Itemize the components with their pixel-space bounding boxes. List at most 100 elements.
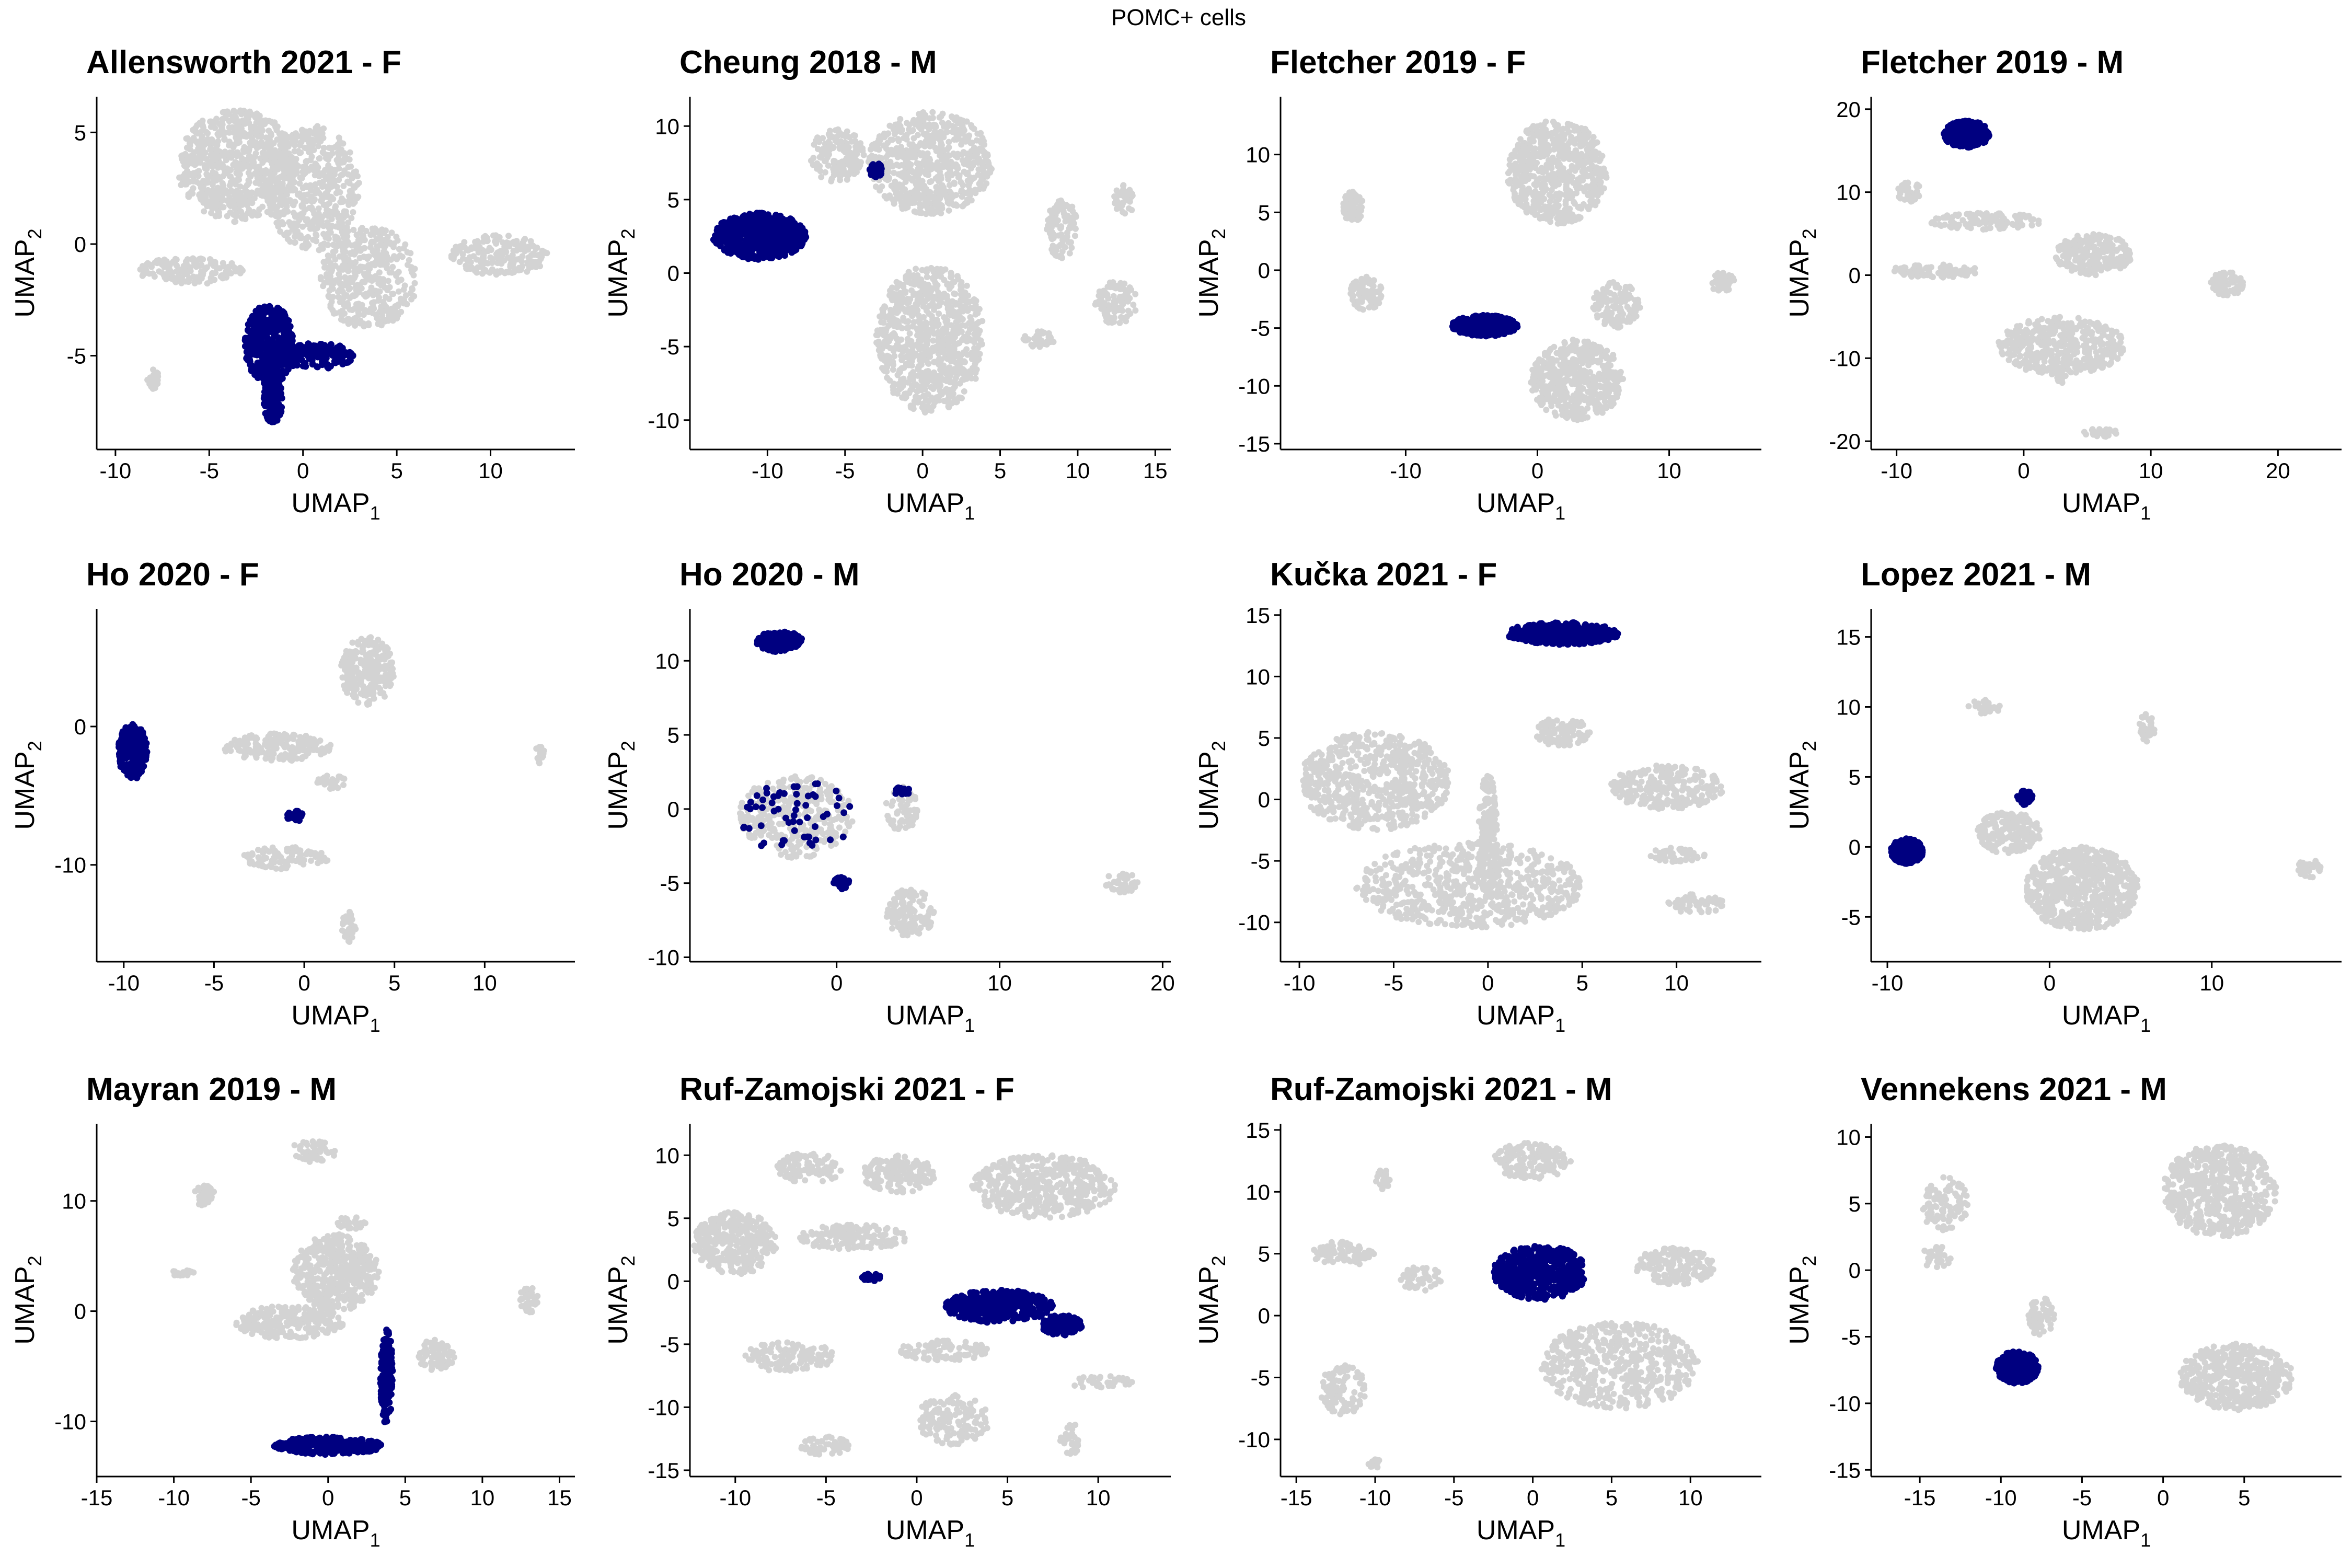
cell-point: [233, 124, 239, 131]
cell-point: [1110, 293, 1117, 299]
cell-point: [987, 169, 994, 176]
cell-point: [1062, 244, 1068, 250]
cell-point: [494, 268, 501, 275]
cell-point: [958, 141, 965, 148]
cell-point: [218, 197, 225, 204]
cell-point: [300, 210, 307, 216]
cell-point: [1119, 297, 1125, 304]
cell-point: [931, 359, 938, 365]
cell-point: [283, 229, 290, 236]
cell-point: [348, 189, 355, 195]
cell-point: [532, 259, 539, 266]
cell-point: [184, 162, 191, 168]
cell-point: [913, 181, 919, 188]
cell-point: [159, 261, 166, 268]
cell-point: [365, 253, 372, 260]
cell-point: [887, 359, 894, 365]
cell-point: [909, 323, 916, 330]
cell-point: [852, 138, 859, 144]
cell-point: [326, 144, 332, 151]
cell-point: [909, 127, 916, 134]
figure-title: POMC+ cells: [1111, 5, 1246, 30]
cell-point: [928, 313, 935, 319]
cell-point: [946, 139, 952, 145]
cell-point: [283, 142, 290, 149]
cell-point: [978, 341, 985, 348]
y-tick-label: 5: [74, 120, 86, 145]
cell-point: [292, 239, 298, 246]
background-cluster: [873, 264, 986, 416]
cell-point: [909, 313, 916, 319]
cell-point: [316, 190, 322, 197]
cell-point: [268, 119, 275, 125]
cell-point: [348, 163, 354, 170]
cell-point: [466, 254, 473, 261]
cell-point: [939, 153, 946, 159]
cell-point: [904, 336, 911, 342]
cell-point: [322, 234, 329, 241]
cell-point: [222, 129, 229, 136]
cell-point: [397, 252, 403, 259]
cell-point: [929, 114, 936, 121]
cell-point: [409, 285, 416, 292]
cell-point: [481, 260, 488, 267]
cell-point: [305, 167, 312, 174]
cell-point: [961, 149, 967, 156]
cell-point: [292, 138, 299, 144]
cell-point: [287, 222, 294, 229]
cell-point: [950, 123, 957, 130]
cell-point: [186, 156, 192, 163]
cell-point: [972, 187, 978, 193]
cell-point: [949, 367, 955, 374]
cell-point: [182, 151, 189, 157]
cell-point: [874, 139, 881, 146]
x-tick-label: -10: [100, 458, 132, 483]
cell-point: [975, 155, 982, 162]
cell-point: [1061, 203, 1068, 210]
cell-point: [935, 322, 941, 329]
cell-point: [887, 310, 894, 317]
y-tick-label: -5: [67, 344, 86, 368]
cell-point: [968, 122, 975, 129]
cell-point: [537, 251, 544, 258]
cell-point: [830, 144, 837, 151]
cell-point: [924, 140, 931, 147]
cell-point: [912, 152, 919, 158]
cell-point: [200, 270, 206, 276]
panel-title: Cheung 2018 - M: [679, 44, 937, 80]
cell-point: [355, 301, 362, 307]
cell-point: [917, 117, 924, 123]
cell-point: [401, 282, 408, 289]
cell-point: [365, 308, 372, 315]
cell-point: [941, 147, 948, 154]
umap-panel: Cheung 2018 - M-10 -5 0 5 10 15-10-50510UMAP1…: [603, 44, 1171, 524]
cell-point: [228, 154, 235, 161]
cell-point: [308, 153, 315, 160]
cell-point: [379, 312, 386, 319]
cell-point: [898, 376, 905, 383]
cell-point: [262, 351, 270, 358]
cell-point: [230, 144, 237, 151]
cell-point: [915, 169, 921, 176]
cell-point: [945, 120, 952, 126]
cell-point: [320, 223, 327, 229]
cell-point: [915, 132, 921, 139]
cell-point: [970, 162, 976, 169]
cell-point: [158, 269, 165, 276]
cell-point: [214, 131, 221, 137]
cell-point: [152, 385, 158, 391]
cell-point: [339, 223, 346, 230]
cell-point: [176, 174, 183, 181]
cell-point: [896, 183, 903, 190]
cell-point: [916, 363, 923, 370]
cell-point: [942, 266, 949, 273]
cell-point: [321, 264, 328, 271]
cell-point: [224, 213, 230, 220]
cell-point: [1071, 213, 1078, 220]
cell-point: [352, 241, 359, 248]
cell-point: [1111, 298, 1117, 305]
background-cluster: [808, 126, 867, 185]
cell-point: [929, 275, 936, 282]
cell-point: [1132, 307, 1139, 314]
cell-point: [268, 396, 275, 403]
